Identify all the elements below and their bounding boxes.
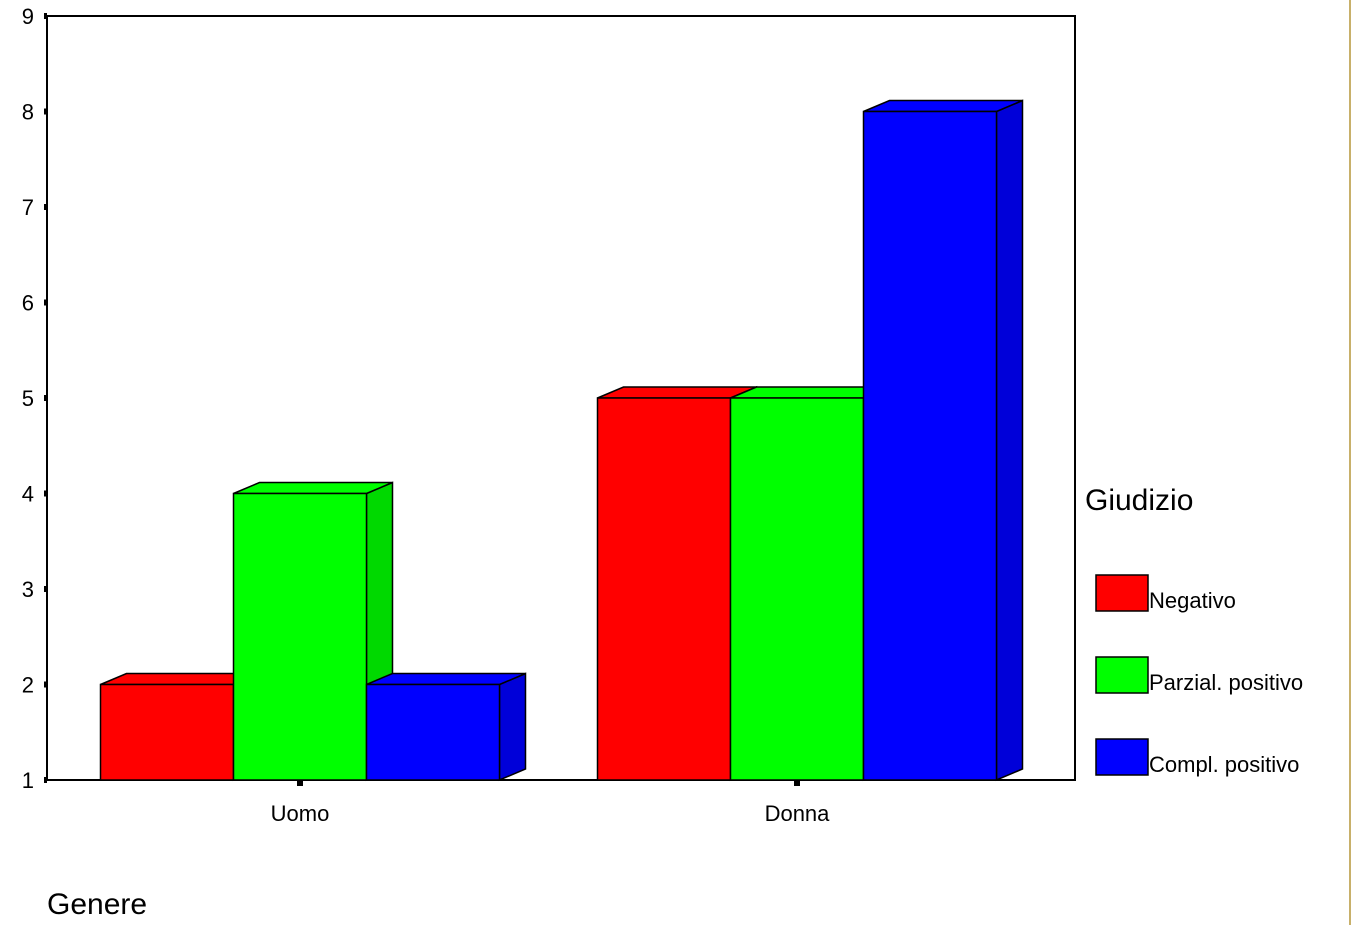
y-tick-mark [44, 13, 47, 19]
y-tick-mark [44, 777, 47, 783]
bar-uomo-compl-positivo [365, 672, 527, 782]
bar-front-face [99, 683, 235, 781]
y-tick-label: 5 [22, 386, 34, 411]
bar-side-face [995, 99, 1024, 782]
x-tick-label: Uomo [271, 801, 330, 826]
bar-front-face [596, 397, 732, 781]
y-tick-label: 8 [22, 100, 34, 125]
legend-swatch [1095, 574, 1149, 612]
y-tick-mark [44, 681, 47, 688]
bar-front-face [365, 683, 501, 781]
bar-top-face [863, 99, 1023, 113]
x-axis-label: Genere [47, 888, 147, 921]
legend-label: Negativo [1149, 588, 1236, 613]
y-axis: 1 2 3 4 5 6 7 8 9 [22, 4, 47, 793]
legend-swatch [1095, 656, 1149, 694]
bar-front-face [232, 492, 368, 781]
bars-group [99, 99, 1024, 782]
x-tick-mark [794, 780, 800, 786]
y-tick-label: 1 [22, 768, 34, 793]
y-tick-mark [44, 395, 47, 401]
y-tick-label: 9 [22, 4, 34, 29]
x-axis: Uomo Donna [271, 780, 831, 826]
y-tick-label: 6 [22, 291, 34, 316]
bar-side-face [498, 672, 527, 782]
legend-title: Giudizio [1085, 484, 1193, 517]
legend-label: Compl. positivo [1149, 752, 1299, 777]
y-tick-mark [44, 586, 47, 592]
y-tick-label: 4 [22, 482, 34, 507]
legend-label: Parzial. positivo [1149, 670, 1303, 695]
y-tick-mark [44, 490, 47, 497]
y-tick-label: 7 [22, 195, 34, 220]
x-tick-mark [297, 780, 303, 786]
bar-top-face [233, 481, 393, 495]
y-tick-label: 3 [22, 577, 34, 602]
y-tick-label: 2 [22, 673, 34, 698]
y-tick-mark [44, 108, 47, 115]
bar-front-face [862, 110, 998, 781]
legend-swatch [1095, 738, 1149, 776]
x-tick-label: Donna [765, 801, 831, 826]
bar-front-face [729, 397, 865, 781]
slide-border [1346, 0, 1357, 925]
legend: Giudizio Negativo Parzial. positivo Compl.… [1085, 484, 1303, 777]
bar-donna-compl-positivo [862, 99, 1024, 782]
bar-top-face [366, 672, 526, 686]
y-tick-mark [44, 299, 47, 306]
y-tick-mark [44, 204, 47, 210]
